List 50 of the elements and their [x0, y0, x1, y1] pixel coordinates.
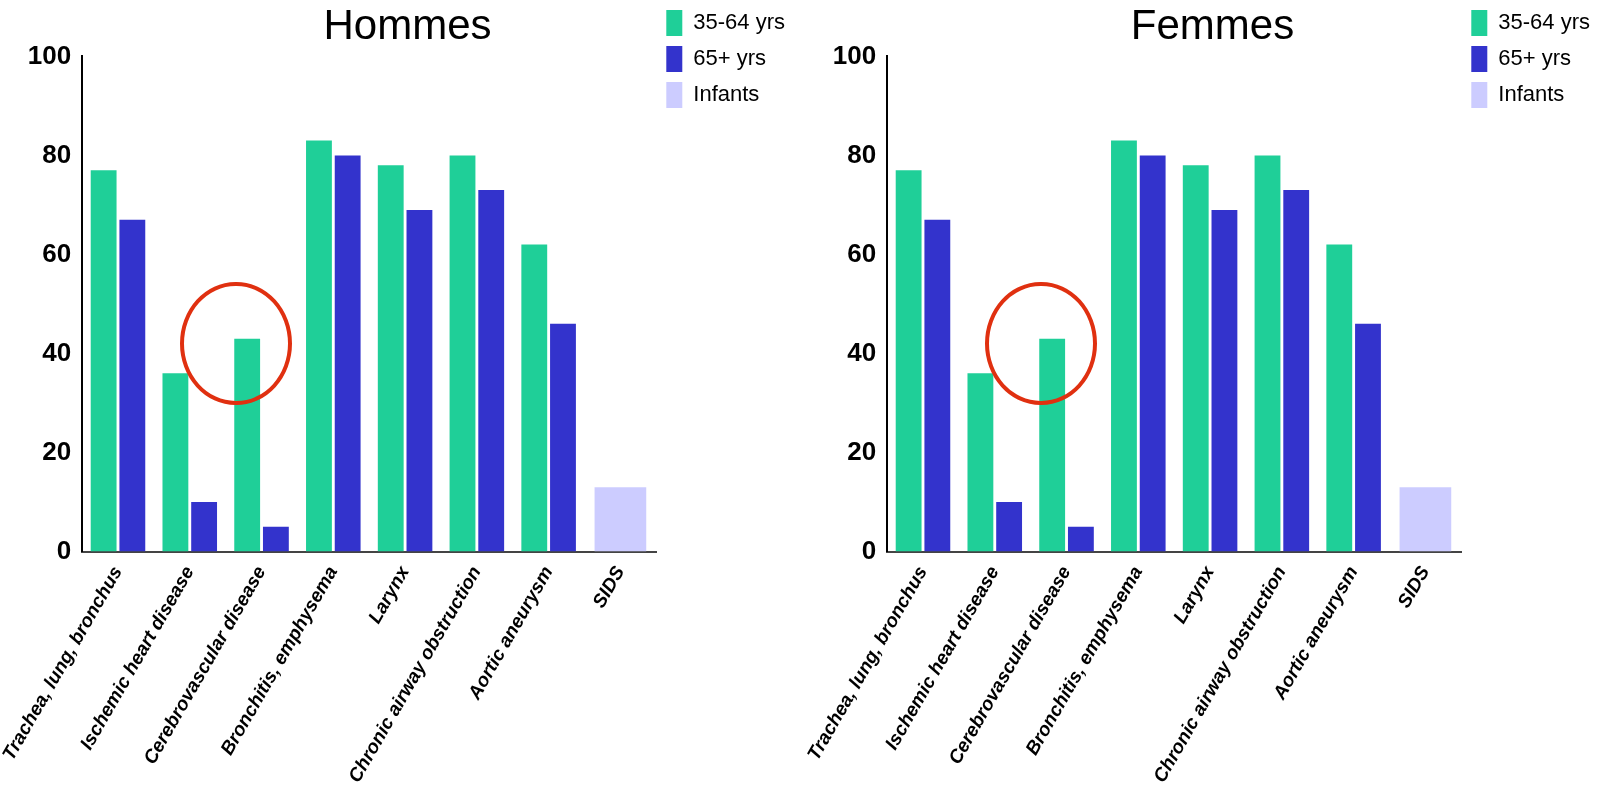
bar: [377, 165, 404, 552]
y-tick-label: 40: [42, 336, 72, 367]
y-tick-label: 80: [42, 138, 72, 169]
bar: [478, 190, 505, 552]
legend-label: 35-64 yrs: [1498, 9, 1591, 35]
bar: [895, 170, 922, 552]
y-tick-label: 0: [861, 534, 877, 565]
legend-label: 35-64 yrs: [693, 9, 786, 35]
bar: [1283, 190, 1310, 552]
bar: [1111, 140, 1137, 552]
chart-title: Femmes: [1130, 0, 1295, 48]
bar: [967, 373, 994, 552]
bar: [1067, 526, 1094, 552]
bar: [1355, 323, 1381, 552]
legend-label: Infants: [693, 81, 760, 107]
bar: [334, 155, 361, 552]
y-tick-label: 60: [42, 237, 72, 268]
bar: [262, 526, 289, 552]
bar: [1211, 209, 1238, 552]
bar: [1182, 165, 1209, 552]
legend-label: 65+ yrs: [693, 45, 767, 71]
bar: [234, 338, 261, 552]
bar: [1326, 244, 1353, 552]
bar: [306, 140, 332, 552]
bar: [1039, 338, 1066, 552]
y-tick-label: 60: [847, 237, 877, 268]
legend-label: 65+ yrs: [1498, 45, 1572, 71]
chart-title: Hommes: [323, 0, 492, 48]
bar: [550, 323, 576, 552]
y-tick-label: 20: [42, 435, 72, 466]
y-tick-label: 100: [832, 39, 877, 70]
bar: [162, 373, 189, 552]
bar: [1254, 155, 1281, 552]
bar: [996, 502, 1023, 552]
legend-label: Infants: [1498, 81, 1565, 107]
bar: [1399, 487, 1452, 552]
bar: [594, 487, 647, 552]
bar: [449, 155, 476, 552]
y-tick-label: 80: [847, 138, 877, 169]
bar: [521, 244, 548, 552]
bar: [119, 219, 146, 552]
bar: [1139, 155, 1166, 552]
y-tick-label: 0: [56, 534, 72, 565]
bar: [924, 219, 951, 552]
y-tick-label: 100: [27, 39, 72, 70]
bar: [191, 502, 218, 552]
bar: [406, 209, 433, 552]
y-tick-label: 40: [847, 336, 877, 367]
y-tick-label: 20: [847, 435, 877, 466]
bar: [90, 170, 117, 552]
